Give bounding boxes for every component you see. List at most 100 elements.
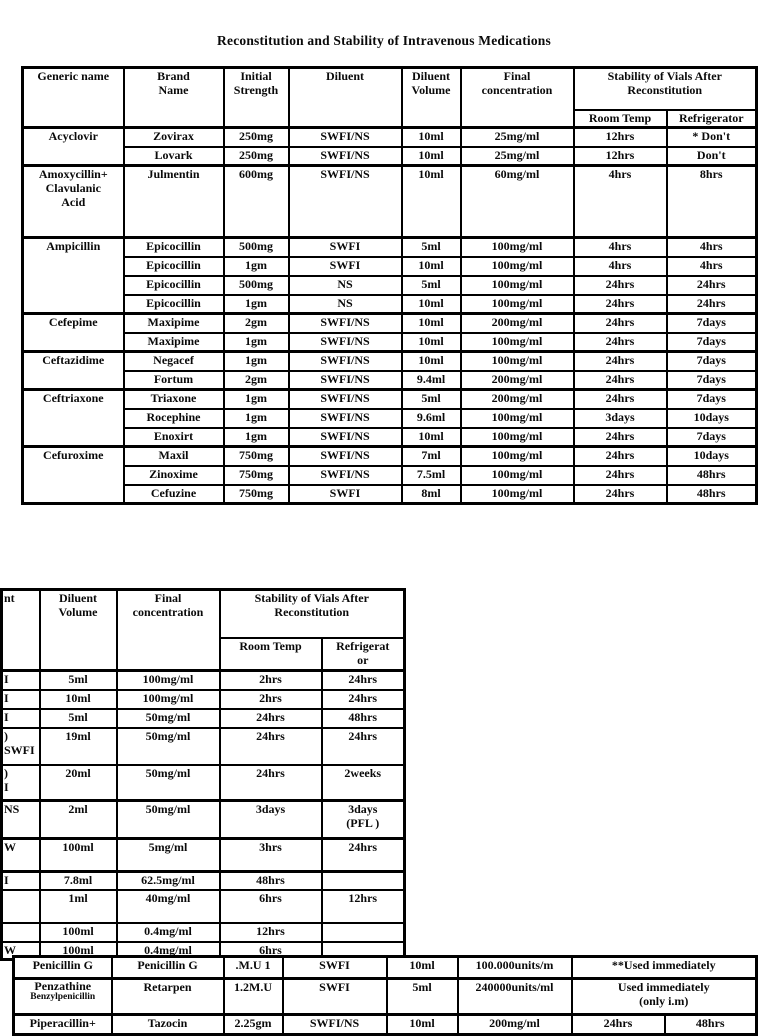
table-cell: 10days [665,445,758,467]
table-cell [1,888,41,924]
table-row: Cefuroxime Maxil 750mg SWFI/NS 7ml 100mg/ml 24… [21,445,758,505]
table-cell: 100mg/ml [459,426,575,448]
table-cell: SWFI [287,255,403,277]
table-cell: 2gm [222,369,290,391]
table-cell: 24hrs [665,274,758,296]
table-cell: Epicocillin [122,255,225,277]
table-cell: 60mg/ml [459,164,575,239]
table-cell: 7days [665,350,758,372]
table-cell: 4hrs [572,164,668,239]
table-cell: SWFI/NS [287,331,403,353]
table-cell: SWFI/NS [287,164,403,239]
table-cell: 7days [665,331,758,353]
table-cell: 5ml [38,707,118,729]
table-cell: 24hrs [665,293,758,315]
table-cell: Cefuzine [122,483,225,505]
table-cell: I [1,707,41,729]
table-cell: 3days [218,799,323,840]
table-cell [320,921,406,943]
table-cell: Stability of Vials After Reconstitution [218,588,406,639]
table-cell: 200mg/ml [459,312,575,334]
table-row: I 10ml 100mg/ml 2hrs 24hrs [1,688,406,710]
table-cell: Julmentin [122,164,225,239]
table-cell: Maxipime [122,312,225,334]
table-cell: 1gm [222,426,290,448]
table-cell: 10ml [385,1013,459,1036]
table-cell: Acyclovir [21,126,125,167]
table-row: 100ml 0.4mg/ml 12hrs [1,921,406,943]
cell-line: Benzylpenicillin [30,991,96,1002]
table-cell: 250mg [222,126,290,148]
table-cell: SWFI/NS [287,312,403,334]
table-cell: 1gm [222,255,290,277]
table-cell: 10ml [400,293,462,315]
table-cell: 240000units/ml [456,977,573,1016]
table-cell: 12hrs [320,888,406,924]
table-cell: Zovirax [122,126,225,148]
table-cell: **Used immediately [570,955,758,980]
table-cell: Epicocillin [122,293,225,315]
page-title: Reconstitution and Stability of Intraven… [217,33,551,48]
table-cell: 3days (PFL ) [320,799,406,840]
table-cell: 6hrs [218,888,323,924]
table-cell: 24hrs [572,331,668,353]
table-cell: 48hrs [665,483,758,505]
table-row: ) I 20ml 50mg/ml 24hrs 2weeks [1,763,406,802]
table-cell: Penicillin G [110,955,225,980]
table-cell: 1.2M.U [222,977,284,1016]
table-cell: 10ml [38,688,118,710]
table-cell: Tazocin [110,1013,225,1036]
table-cell: 24hrs [572,312,668,334]
table-cell: SWFI/NS [287,445,403,467]
table-cell: Don't [665,145,758,167]
table-row: Rocephine 1gm SWFI/NS 9.6ml 100mg/ml 3days 10d… [23,407,758,429]
table-cell: 50mg/ml [115,763,221,802]
table-cell: 5ml [400,274,462,296]
table-cell: 20ml [38,763,118,802]
table-cell: I [1,870,41,891]
table-row: Enoxirt 1gm SWFI/NS 10ml 100mg/ml 24hrs 7days [23,426,758,448]
table-cell: Zinoxime [122,464,225,486]
table-row: Acyclovir Zovirax 250mg SWFI/NS 10ml 25mg/ml 1… [21,126,758,167]
table-cell: 750mg [222,483,290,505]
table-cell: SWFI/NS [287,126,403,148]
table-cell: 10ml [400,126,462,148]
table-cell: 10ml [400,426,462,448]
table-cell: 50mg/ml [115,799,221,840]
table-cell: 600mg [222,164,290,239]
table-cell: 1gm [222,388,290,410]
table-cell: 48hrs [218,870,323,891]
table-cell: 7days [665,312,758,334]
table-row: 1ml 40mg/ml 6hrs 12hrs [1,888,406,924]
table-cell: Maxipime [122,331,225,353]
table-cell: NS [1,799,41,840]
table-row: Maxipime 1gm SWFI/NS 10ml 100mg/ml 24hrs 7days [23,331,758,353]
table-cell [320,870,406,891]
table-row: Epicocillin 1gm NS 10ml 100mg/ml 24hrs 24hrs [23,293,758,315]
table-row: Amoxycillin+ Clavulanic Acid Julmentin 600… [21,164,758,239]
table-row: Ceftazidime Negacef 1gm SWFI/NS 10ml 100mg/ml… [21,350,758,391]
table-cell: 100mg/ml [459,350,575,372]
table-cell: 100mg/ml [459,483,575,505]
table-cell: Penicillin G [12,955,113,980]
table-cell: 100mg/ml [115,688,221,710]
table-cell: SWFI [287,236,403,258]
table-row: I 5ml 50mg/ml 24hrs 48hrs [1,707,406,729]
table-cell: Triaxone [122,388,225,410]
table-cell: ) SWFI [1,726,41,766]
table-row: Epicocillin 1gm SWFI 10ml 100mg/ml 4hrs 4hrs [23,255,758,277]
table-cell: 10ml [400,331,462,353]
table-cell: I [1,688,41,710]
table-cell [1,921,41,943]
table-cell: 24hrs [572,445,668,467]
table-cell: 9.6ml [400,407,462,429]
table-cell: 1gm [222,407,290,429]
table-cell: 100mg/ml [459,236,575,258]
table-cell: Stability of Vials After Reconstitution [572,66,758,111]
table-cell: 24hrs [320,726,406,766]
table-cell: 48hrs [665,464,758,486]
table-cell: 2gm [222,312,290,334]
table-cell: 3days [572,407,668,429]
table-cell: 19ml [38,726,118,766]
table-cell: Lovark [122,145,225,167]
